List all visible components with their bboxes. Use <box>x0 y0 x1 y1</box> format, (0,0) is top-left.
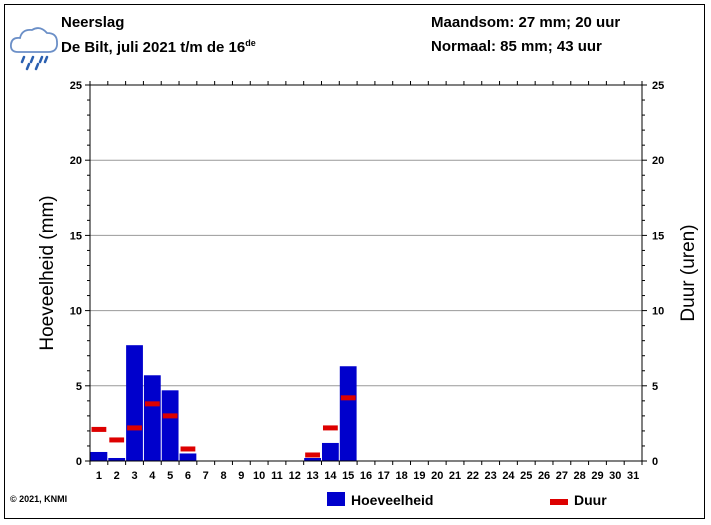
duration-marker <box>322 425 338 431</box>
legend-duration-swatch <box>550 499 568 505</box>
x-tick-label: 31 <box>627 470 639 482</box>
gridlines <box>90 159 642 387</box>
amount-bar <box>179 453 197 461</box>
normal-sum: Normaal: 85 mm; 43 uur <box>431 38 602 55</box>
x-tick-label: 12 <box>289 470 301 482</box>
amount-bar <box>339 366 357 461</box>
duration-marker <box>305 452 320 458</box>
x-tick-label: 15 <box>342 470 354 482</box>
amount-bar <box>143 375 161 461</box>
duration-marker <box>144 401 160 407</box>
x-tick-label: 17 <box>378 470 390 482</box>
duration-marker <box>91 426 107 432</box>
x-tick-label: 30 <box>609 470 621 482</box>
x-tick-label: 13 <box>306 470 318 482</box>
legend-amount-swatch <box>327 492 345 506</box>
y2-tick-label: 20 <box>652 155 664 167</box>
amount-bars <box>90 345 357 461</box>
x-tick-label: 20 <box>431 470 443 482</box>
duration-marker <box>109 437 125 443</box>
amount-bar <box>304 457 321 461</box>
x-tick-label: 5 <box>167 470 173 482</box>
subtitle-text: De Bilt, juli 2021 t/m de 16 <box>61 39 246 56</box>
duration-marker <box>180 446 196 452</box>
month-sum: Maandsom: 27 mm; 20 uur <box>431 14 621 31</box>
x-tick-label: 2 <box>114 470 120 482</box>
amount-bar <box>321 442 339 461</box>
x-tick-label: 19 <box>413 470 425 482</box>
amount-bar <box>126 345 143 461</box>
legend-duration-label: Duur <box>574 492 607 508</box>
legend-amount-label: Hoeveelheid <box>351 492 433 508</box>
y2-tick-label: 5 <box>652 381 658 393</box>
x-tick-label: 27 <box>556 470 568 482</box>
plot-area <box>89 84 643 462</box>
y-axis-left-labels: 0 5 10 15 20 25 <box>70 80 82 468</box>
duration-marker <box>162 413 178 419</box>
duration-marker <box>127 425 142 431</box>
y-axis-right-labels: 0 5 10 15 20 25 <box>652 80 664 468</box>
amount-bar <box>108 457 126 461</box>
duration-markers <box>91 395 356 458</box>
axis-ticks <box>85 81 647 465</box>
y-tick-label: 10 <box>70 306 82 318</box>
x-tick-label: 26 <box>538 470 550 482</box>
chart-title: Neerslag <box>61 14 125 31</box>
x-tick-label: 3 <box>131 470 137 482</box>
y-tick-label: 25 <box>70 80 82 92</box>
x-tick-label: 25 <box>520 470 532 482</box>
legend: Hoeveelheid Duur <box>327 492 607 508</box>
y-axis-title: Hoeveelheid (mm) <box>37 195 58 350</box>
subtitle-superscript: de <box>245 38 256 48</box>
x-tick-label: 1 <box>96 470 102 482</box>
y2-tick-label: 15 <box>652 230 664 242</box>
chart-subtitle: De Bilt, juli 2021 t/m de 16de <box>61 38 256 56</box>
y2-tick-label: 10 <box>652 306 664 318</box>
y-tick-label: 15 <box>70 230 82 242</box>
x-tick-label: 23 <box>485 470 497 482</box>
x-tick-label: 10 <box>253 470 265 482</box>
amount-bar <box>161 390 179 461</box>
x-tick-label: 14 <box>324 470 337 482</box>
x-tick-label: 6 <box>185 470 191 482</box>
y-tick-label: 20 <box>70 155 82 167</box>
y-tick-label: 0 <box>76 456 82 468</box>
x-tick-label: 16 <box>360 470 372 482</box>
copyright: © 2021, KNMI <box>10 494 68 504</box>
y-tick-label: 5 <box>76 381 82 393</box>
x-tick-label: 8 <box>220 470 226 482</box>
y2-tick-label: 0 <box>652 456 658 468</box>
x-tick-label: 9 <box>238 470 244 482</box>
x-tick-label: 24 <box>502 470 515 482</box>
x-tick-label: 4 <box>149 470 156 482</box>
y2-tick-label: 25 <box>652 80 664 92</box>
x-axis-labels: 1 2 3 4 5 6 7 8 9 10 11 12 13 14 15 16 17 18 19 20 21 22 23 24 2… <box>96 470 639 482</box>
y2-axis-title: Duur (uren) <box>678 224 699 321</box>
x-tick-label: 28 <box>574 470 586 482</box>
x-tick-label: 21 <box>449 470 461 482</box>
duration-marker <box>340 395 356 401</box>
x-tick-label: 7 <box>203 470 209 482</box>
amount-bar <box>90 451 108 461</box>
x-tick-label: 18 <box>395 470 407 482</box>
rain-cloud-icon <box>9 27 58 71</box>
x-tick-label: 22 <box>467 470 479 482</box>
x-tick-label: 29 <box>591 470 603 482</box>
x-tick-label: 11 <box>271 470 283 482</box>
